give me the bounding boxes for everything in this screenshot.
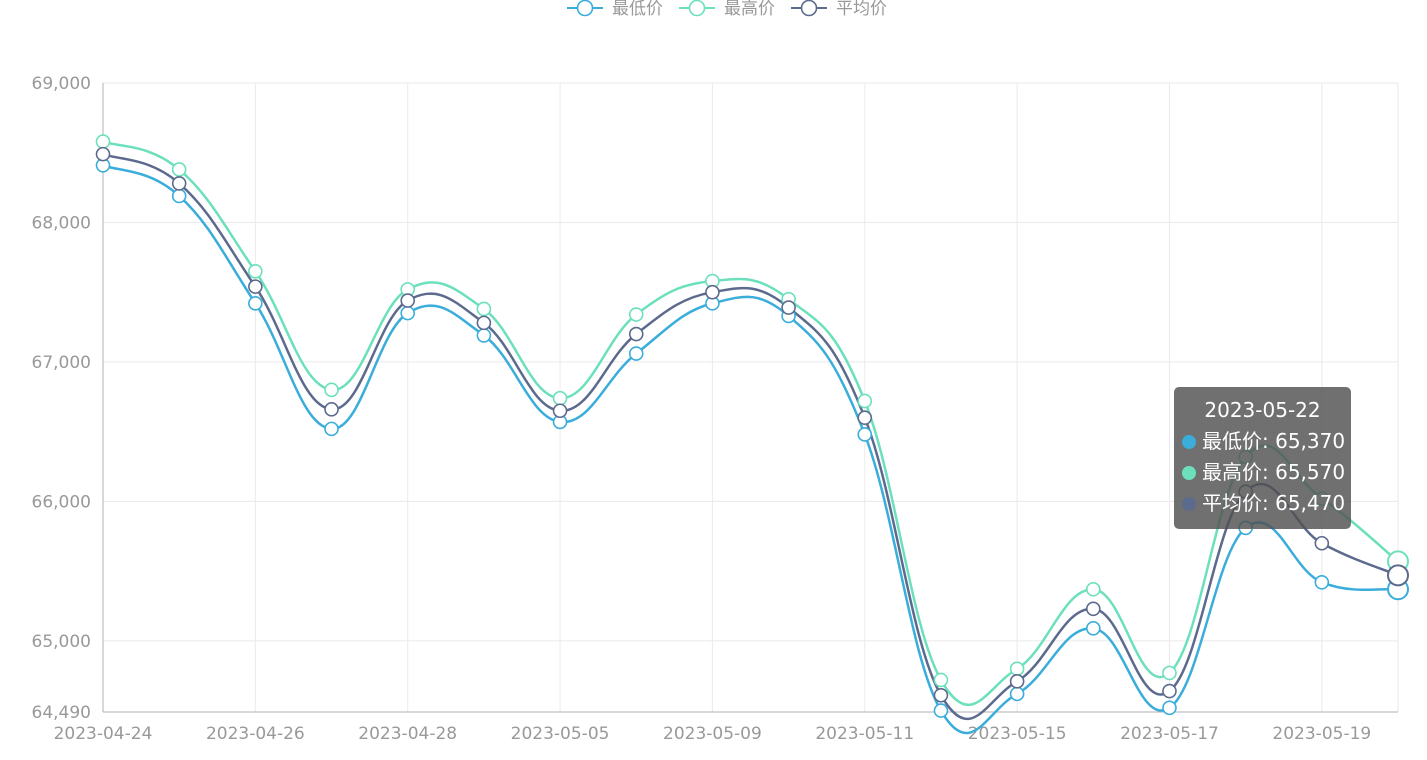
x-tick-label: 2023-05-09: [663, 724, 762, 744]
data-point-max[interactable]: [1085, 581, 1101, 597]
y-tick-label: 68,000: [32, 213, 91, 233]
data-point-avg[interactable]: [171, 176, 187, 191]
y-tick-label: 66,000: [32, 492, 91, 512]
y-tick-label: 67,000: [32, 353, 91, 373]
data-point-avg[interactable]: [705, 284, 720, 300]
y-tick-label: 64,490: [32, 703, 91, 723]
y-tick-label: 65,000: [32, 632, 91, 652]
data-point-avg[interactable]: [1009, 674, 1025, 689]
axes: 64,490 65,000 66,000 67,000 68,000 69,000 2023…: [32, 74, 1398, 744]
legend-marker-icon: [688, 0, 706, 17]
tooltip-dot-min: [1182, 434, 1196, 449]
x-tick-label: 2023-05-15: [968, 724, 1067, 744]
data-point-max[interactable]: [171, 162, 187, 177]
x-tick-label: 2023-04-28: [358, 724, 457, 744]
tooltip: 2023-05-22 最低价: 65,370 最高价: 65,570 平均价: …: [1174, 387, 1351, 529]
legend[interactable]: 最低价 最高价 平均价: [567, 0, 887, 19]
data-point-min[interactable]: [248, 296, 263, 311]
data-point-min[interactable]: [1009, 686, 1025, 702]
legend-marker-icon: [800, 0, 818, 17]
x-tick-label: 2023-04-26: [206, 724, 305, 744]
tooltip-row-avg: 平均价: 65,470: [1182, 488, 1346, 519]
data-point-min[interactable]: [400, 305, 416, 321]
data-point-min[interactable]: [476, 328, 492, 343]
data-point-max[interactable]: [552, 390, 568, 406]
data-point-max[interactable]: [95, 134, 111, 149]
tooltip-row-max: 最高价: 65,570: [1182, 457, 1346, 488]
legend-label: 最高价: [724, 0, 775, 19]
data-point-avg[interactable]: [1162, 683, 1177, 699]
legend-item-0[interactable]: 最低价: [567, 0, 663, 19]
data-point-min[interactable]: [857, 427, 873, 442]
data-point-max[interactable]: [628, 307, 644, 322]
data-point-avg[interactable]: [933, 687, 949, 703]
x-tick-label: 2023-05-11: [815, 724, 914, 744]
data-point-avg[interactable]: [1387, 564, 1409, 587]
data-point-min[interactable]: [171, 188, 187, 204]
data-point-min[interactable]: [933, 703, 949, 718]
tooltip-label-min: 最低价: 65,370: [1202, 429, 1346, 453]
data-point-max[interactable]: [933, 672, 949, 688]
legend-item-1[interactable]: 最高价: [679, 0, 775, 19]
data-point-avg[interactable]: [1085, 601, 1101, 617]
data-point-min[interactable]: [1314, 574, 1330, 590]
tooltip-row-min: 最低价: 65,370: [1182, 426, 1346, 457]
y-tick-label: 69,000: [32, 74, 91, 94]
tooltip-dot-avg: [1182, 496, 1196, 511]
x-tick-label: 2023-05-05: [511, 724, 610, 744]
data-point-max[interactable]: [1009, 661, 1025, 677]
data-point-avg[interactable]: [857, 410, 873, 426]
data-point-avg[interactable]: [628, 326, 644, 342]
data-point-avg[interactable]: [400, 293, 416, 308]
legend-label: 最低价: [612, 0, 663, 19]
tooltip-label-max: 最高价: 65,570: [1202, 460, 1346, 484]
tooltip-label-avg: 平均价: 65,470: [1202, 491, 1346, 515]
data-point-min[interactable]: [324, 421, 339, 437]
tooltip-title: 2023-05-22: [1204, 398, 1321, 422]
data-point-min[interactable]: [628, 346, 644, 361]
data-point-max[interactable]: [248, 263, 263, 279]
x-tick-label: 2023-05-19: [1272, 724, 1371, 744]
data-point-avg[interactable]: [324, 402, 339, 417]
data-point-max[interactable]: [476, 301, 492, 317]
data-point-min[interactable]: [1162, 700, 1177, 716]
x-tick-label: 2023-04-24: [54, 724, 153, 744]
data-point-avg[interactable]: [248, 279, 263, 294]
x-tick-label: 2023-05-17: [1120, 724, 1219, 744]
legend-item-2[interactable]: 平均价: [791, 0, 887, 19]
legend-marker-icon: [576, 0, 594, 17]
data-point-min[interactable]: [1085, 621, 1101, 636]
tooltip-dot-max: [1182, 465, 1196, 480]
data-point-avg[interactable]: [781, 300, 796, 315]
data-point-avg[interactable]: [95, 146, 111, 162]
data-point-avg[interactable]: [552, 403, 568, 419]
data-point-avg[interactable]: [1314, 535, 1330, 551]
data-point-avg[interactable]: [476, 315, 492, 331]
data-point-max[interactable]: [1162, 665, 1177, 681]
data-point-max[interactable]: [324, 382, 339, 398]
data-point-max[interactable]: [857, 393, 873, 409]
legend-label: 平均价: [836, 0, 887, 19]
